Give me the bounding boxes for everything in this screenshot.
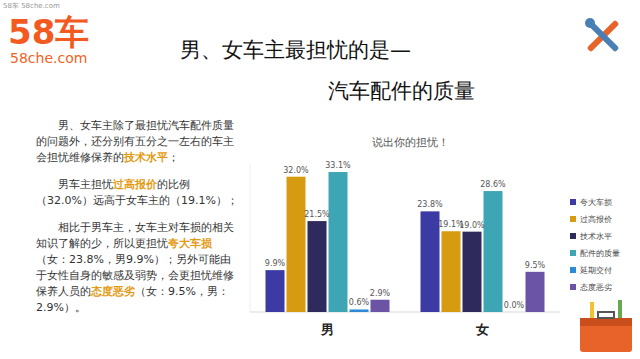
- bar: [463, 232, 482, 312]
- emphasis: 技术水平: [124, 151, 168, 164]
- bar: [329, 172, 348, 312]
- decor-icon: [580, 318, 632, 326]
- legend-swatch: [570, 199, 576, 205]
- bar: [371, 300, 390, 312]
- legend-label: 配件的质量: [580, 249, 620, 258]
- legend-swatch: [570, 216, 576, 222]
- legend-label: 技术水平: [579, 232, 612, 241]
- data-label: 33.1%: [325, 161, 351, 170]
- text: ；: [168, 151, 179, 164]
- bar: [350, 309, 369, 312]
- emphasis: 态度恶劣: [91, 285, 135, 298]
- title: 汽车配件的质量: [328, 79, 475, 103]
- decor-icon: [618, 300, 622, 318]
- legend: 夸大车损过高报价技术水平配件的质量延期交付态度恶劣: [570, 198, 620, 292]
- legend-label: 态度恶劣: [579, 283, 612, 292]
- legend-swatch: [570, 250, 576, 256]
- bar: [526, 272, 545, 312]
- logo-site: 58che.com: [10, 50, 87, 66]
- legend-swatch: [570, 284, 576, 290]
- y-axis: [250, 164, 251, 312]
- bar: [308, 221, 327, 312]
- title: 男、女车主最担忧的是—: [180, 38, 411, 62]
- description: 男、女车主除了最担忧汽车配件质量的问题外，还分别有五分之一左右的车主会担忧维修保…: [36, 118, 241, 327]
- data-label: 0.0%: [504, 301, 525, 310]
- bars: [266, 172, 545, 312]
- paragraph: 男车主担忧过高报价的比例（32.0%）远高于女车主的（19.1%）；: [36, 177, 241, 209]
- legend-label: 过高报价: [580, 215, 612, 224]
- bar: [442, 231, 461, 312]
- legend-swatch: [570, 267, 576, 273]
- bar: [421, 211, 440, 312]
- x-tick-label: 女: [475, 322, 489, 337]
- decor-icon: [580, 318, 632, 352]
- data-label: 23.8%: [417, 200, 443, 209]
- logo-brand: 58车: [8, 12, 89, 52]
- legend-label: 延期交付: [579, 266, 612, 275]
- data-label: 2.9%: [370, 289, 391, 298]
- bar: [287, 177, 306, 312]
- decor-icon: [590, 302, 594, 318]
- decor-icon: [585, 18, 619, 52]
- data-label: 32.0%: [283, 166, 309, 175]
- paragraph: 相比于男车主，女车主对车损的相关知识了解的少，所以更担忧夸大车损（女：23.8%…: [36, 220, 241, 316]
- data-label: 9.9%: [265, 259, 286, 268]
- slide: 58车 58che.com 58车58che.com 男、女车主最担忧的是— 汽车配件…: [0, 0, 640, 359]
- x-tick-label: 男: [320, 322, 334, 337]
- legend-label: 夸大车损: [580, 198, 612, 207]
- data-label: 28.6%: [480, 180, 506, 189]
- data-label: 19.0%: [459, 221, 485, 230]
- paragraph: 男、女车主除了最担忧汽车配件质量的问题外，还分别有五分之一左右的车主会担忧维修保…: [36, 118, 241, 166]
- data-label: 9.5%: [525, 261, 546, 270]
- emphasis: 过高报价: [113, 178, 157, 191]
- chart-title: 说出你的担忧！: [372, 136, 449, 149]
- text: 男车主担忧: [58, 178, 113, 191]
- data-labels: 9.9%32.0%21.5%33.1%0.6%2.9%23.8%19.1%19.…: [265, 161, 546, 310]
- bar: [505, 312, 524, 313]
- bar: [484, 191, 503, 312]
- bar: [266, 270, 285, 312]
- watermark: 58车 58che.com: [3, 2, 60, 10]
- decor-icon: [580, 300, 632, 352]
- data-label: 21.5%: [304, 210, 330, 219]
- decor-icon: [598, 312, 614, 318]
- decor-icon: [585, 18, 595, 28]
- legend-swatch: [570, 233, 576, 239]
- data-label: 0.6%: [349, 298, 370, 307]
- emphasis: 夸大车损: [168, 237, 212, 250]
